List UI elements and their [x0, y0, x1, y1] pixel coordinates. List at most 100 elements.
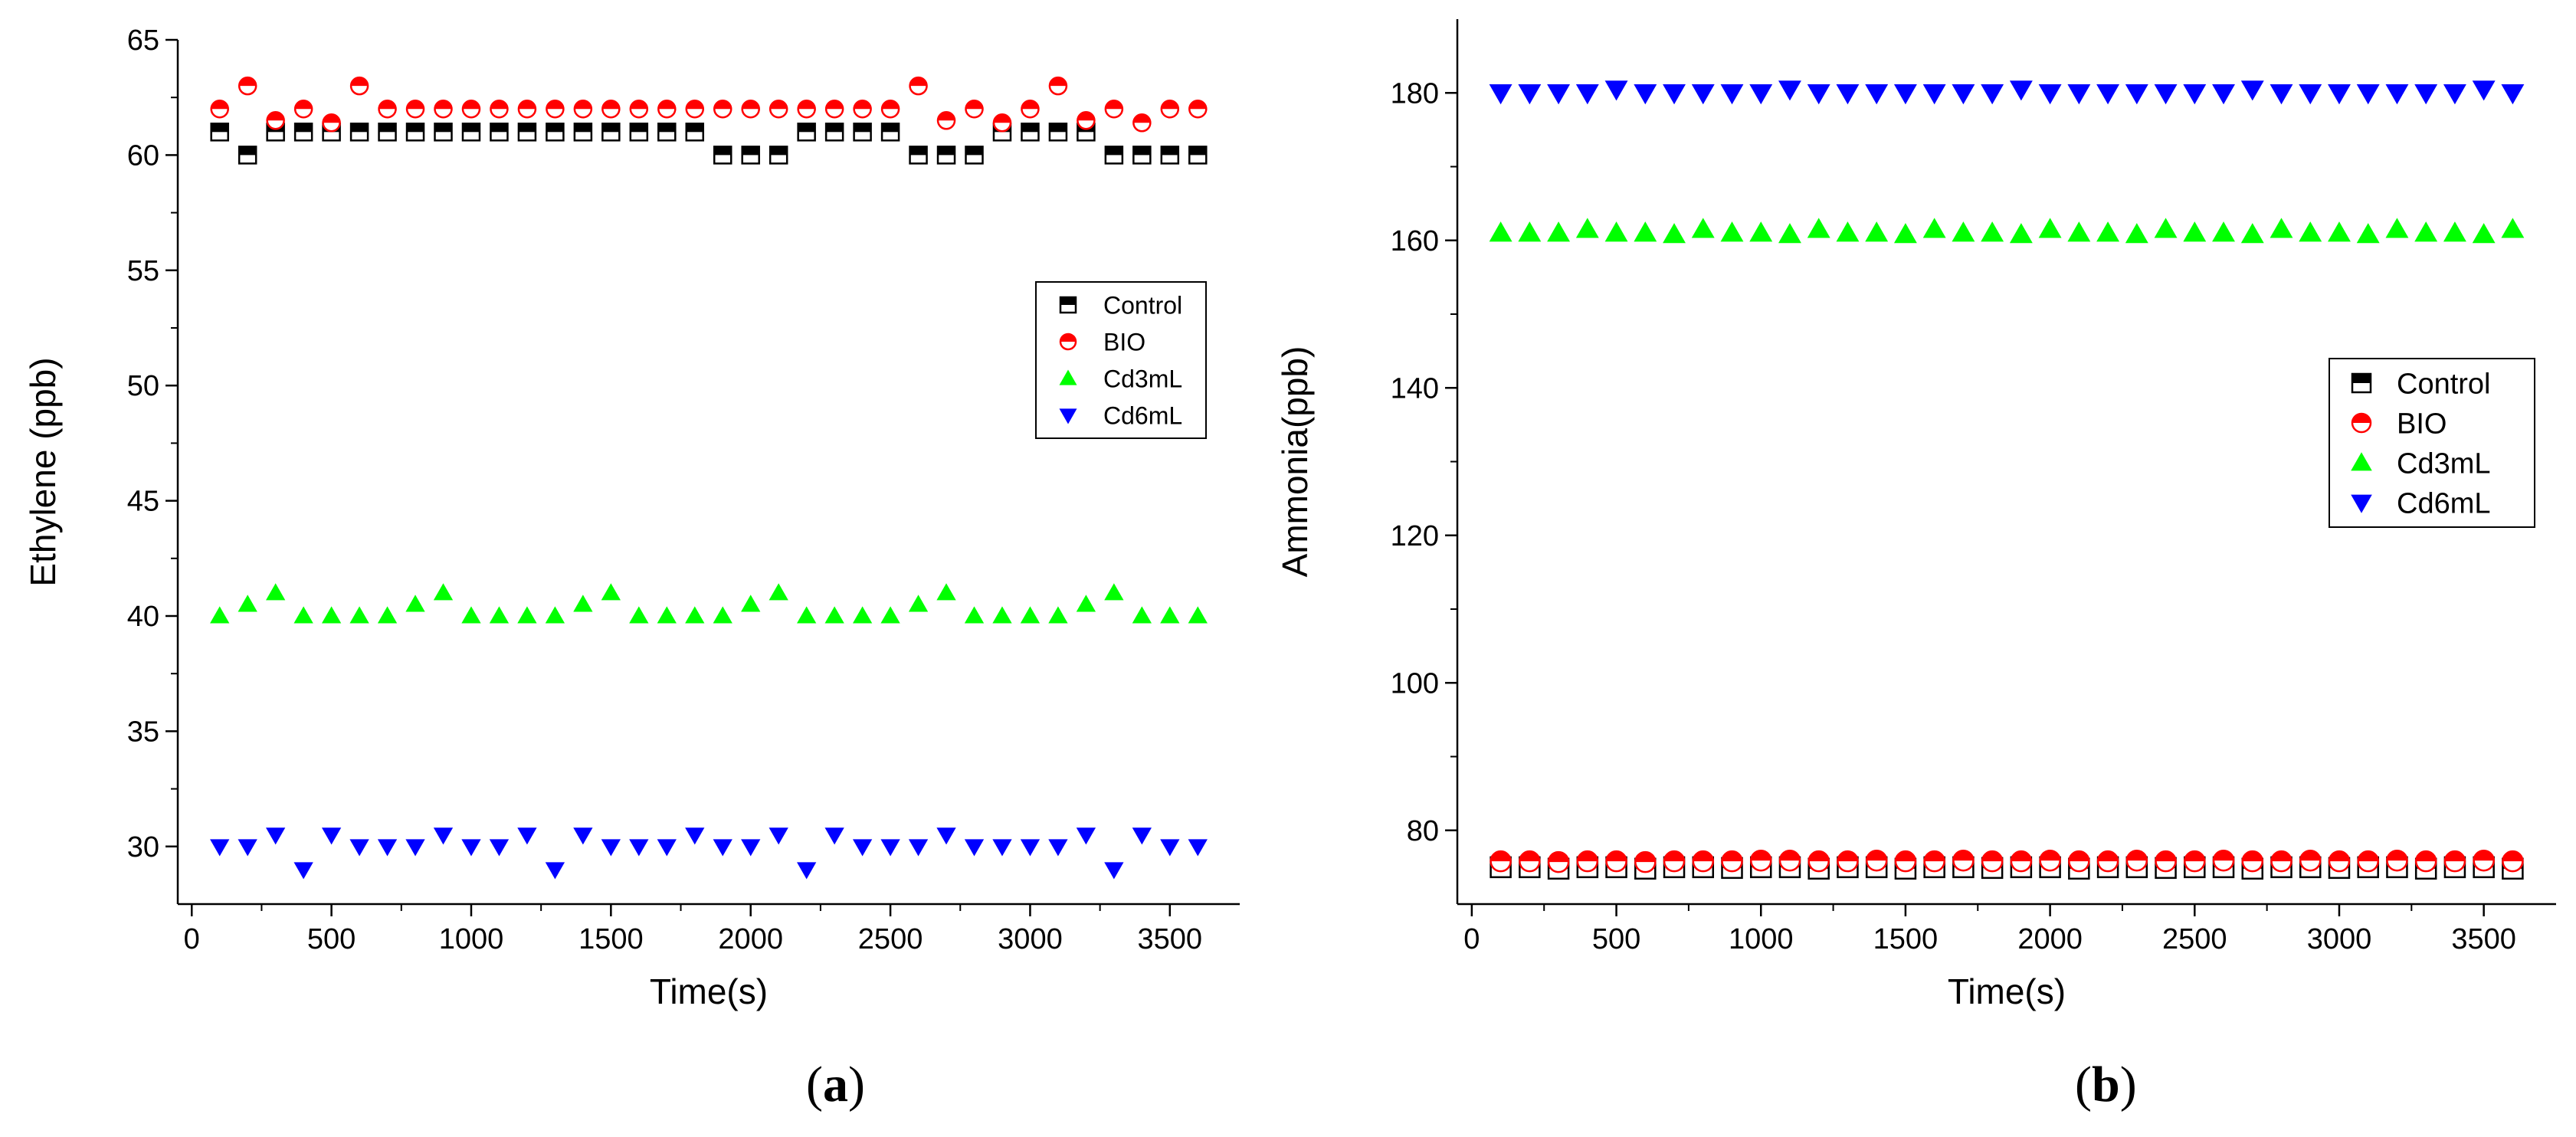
- chart-a-point-cd6ml-21-shape: [797, 862, 817, 880]
- chart-a-point-bio-10-fill: [490, 100, 508, 110]
- chart-a-point-bio-4-fill: [323, 114, 340, 123]
- chart-b-y-tick-label-180: 180: [1391, 77, 1439, 110]
- chart-a-y-tick-label-40: 40: [127, 601, 159, 633]
- chart-a-point-cd6ml-5: [349, 839, 369, 857]
- chart-b-point-bio-26: [2241, 850, 2264, 873]
- chart-a-point-control-16-fill: [658, 123, 676, 133]
- chart-a-point-cd6ml-20-shape: [769, 827, 788, 845]
- chart-b-point-bio-19: [2039, 849, 2061, 872]
- chart-a-point-cd6ml-23: [852, 839, 873, 857]
- chart-b-point-bio-15-fill: [1924, 851, 1945, 862]
- chart-a-point-cd6ml-30: [1048, 839, 1068, 857]
- chart-a-point-control-17-fill: [686, 123, 703, 133]
- chart-a-point-bio-15: [629, 99, 649, 119]
- chart-a-point-control-15-fill: [630, 123, 647, 133]
- chart-b-point-cd6ml-21-shape: [2096, 84, 2120, 105]
- chart-a-point-cd6ml-25-shape: [908, 839, 929, 857]
- chart-a-point-cd3ml-20-shape: [769, 583, 788, 601]
- chart-b-point-bio-6-fill: [1664, 851, 1685, 862]
- panel-label-a: (a): [806, 1056, 865, 1114]
- chart-b-point-bio-14: [1894, 850, 1917, 873]
- chart-a-point-bio-1: [238, 76, 257, 96]
- chart-a-series-control: [210, 123, 1208, 165]
- chart-b-point-cd3ml-17: [1981, 221, 2004, 242]
- chart-b-point-cd6ml-18: [2009, 80, 2033, 101]
- chart-a-point-cd3ml-17: [685, 606, 705, 624]
- chart-a-point-cd3ml-24-shape: [880, 606, 900, 624]
- chart-a-point-bio-30: [1048, 76, 1068, 96]
- chart-a-point-cd6ml-25: [908, 839, 929, 857]
- chart-a-point-cd3ml-12: [545, 606, 565, 624]
- chart-a-point-bio-26-fill: [938, 112, 955, 121]
- chart-b-x-tick-label-500: 500: [1592, 923, 1640, 955]
- chart-b-point-cd3ml-4: [1604, 221, 1628, 242]
- chart-a-point-cd6ml-33-shape: [1132, 827, 1152, 845]
- chart-a-point-cd3ml-27-shape: [964, 606, 985, 624]
- chart-a-point-cd3ml-6-shape: [377, 606, 398, 624]
- chart-a-point-cd6ml-18-shape: [713, 839, 732, 857]
- chart-b-legend-marker-bio: [2351, 412, 2372, 434]
- chart-b-point-bio-33: [2443, 850, 2466, 873]
- chart-b-point-bio-0: [1490, 850, 1512, 873]
- chart-a-series-cd3ml: [210, 583, 1208, 624]
- chart-a-point-bio-7: [405, 99, 425, 119]
- chart-a-point-bio-35-fill: [1189, 100, 1207, 110]
- chart-a-point-cd6ml-24-shape: [880, 839, 900, 857]
- chart-b-point-cd3ml-0: [1489, 221, 1512, 242]
- chart-a-legend-marker-bio-fill: [1060, 334, 1076, 342]
- chart-b-x-tick-label-2500: 2500: [2162, 923, 2227, 955]
- chart-b-point-cd3ml-32-shape: [2414, 221, 2438, 242]
- chart-a-point-cd3ml-33-shape: [1132, 606, 1152, 624]
- chart-a-point-bio-8: [434, 99, 453, 119]
- chart-a-point-control-22: [824, 123, 844, 142]
- chart-b-point-bio-16: [1952, 849, 1975, 872]
- chart-b-point-cd3ml-29-shape: [2328, 221, 2351, 242]
- chart-a-point-cd6ml-29: [1020, 839, 1041, 857]
- chart-a-point-cd3ml-7: [405, 595, 425, 612]
- chart-a-point-cd6ml-31-shape: [1076, 827, 1096, 845]
- chart-a-point-control-7-fill: [407, 123, 424, 133]
- chart-b-legend-label-bio: BIO: [2397, 408, 2447, 441]
- chart-a-point-control-19-fill: [742, 146, 759, 156]
- chart-b-point-cd6ml-28-shape: [2299, 84, 2322, 105]
- panel-label-b-close: ): [2119, 1057, 2137, 1112]
- chart-a-point-bio-34-fill: [1161, 100, 1178, 110]
- chart-a-point-control-8-fill: [434, 123, 452, 133]
- chart-b-point-cd3ml-23: [2154, 218, 2178, 238]
- chart-a-y-tick-label-50: 50: [127, 370, 159, 402]
- chart-a-point-cd3ml-14-shape: [601, 583, 621, 601]
- chart-a-point-cd6ml-1-shape: [238, 839, 257, 857]
- chart-a-point-cd3ml-12-shape: [545, 606, 565, 624]
- chart-ethylene: 0 500 1000 1500 2000 2500 3000 3500 30 35 40 45 50 55…: [23, 25, 1240, 1011]
- chart-b-point-cd6ml-17: [1981, 84, 2004, 105]
- chart-b-point-bio-23: [2155, 850, 2177, 873]
- chart-a-x-tick-label-1500: 1500: [578, 923, 644, 955]
- chart-a-point-bio-7-fill: [407, 100, 424, 110]
- chart-a-point-control-20-fill: [770, 146, 788, 156]
- chart-a-point-control-13-fill: [574, 123, 592, 133]
- chart-b-point-cd3ml-20: [2067, 221, 2091, 242]
- chart-a-point-control-20: [769, 146, 788, 165]
- chart-a-point-bio-6: [378, 99, 397, 119]
- chart-a-point-bio-21: [797, 99, 816, 119]
- chart-a-point-cd3ml-8-shape: [433, 583, 454, 601]
- chart-a-point-cd6ml-28: [992, 839, 1012, 857]
- chart-b-point-cd3ml-10: [1778, 223, 1801, 244]
- chart-a-point-bio-29-fill: [1021, 100, 1039, 110]
- chart-a-point-control-35-fill: [1189, 146, 1207, 156]
- chart-a-point-cd3ml-35: [1188, 606, 1208, 624]
- chart-a-point-control-12-fill: [546, 123, 564, 133]
- chart-b-point-cd6ml-13: [1865, 84, 1889, 105]
- chart-b-point-bio-14-fill: [1895, 851, 1916, 862]
- chart-a-point-cd3ml-15: [629, 606, 649, 624]
- chart-b-point-bio-15: [1923, 850, 1945, 873]
- chart-b-point-cd3ml-26-shape: [2240, 223, 2264, 244]
- chart-b-point-cd3ml-27-shape: [2270, 218, 2293, 238]
- chart-a-point-cd6ml-32: [1104, 862, 1124, 880]
- chart-a-point-cd3ml-11-shape: [517, 606, 537, 624]
- chart-a-point-bio-10: [490, 99, 509, 119]
- chart-a-point-control-22-fill: [826, 123, 844, 133]
- chart-b-point-bio-3-fill: [1577, 851, 1598, 862]
- chart-b-point-cd3ml-18: [2009, 223, 2033, 244]
- chart-a-x-tick-label-3000: 3000: [998, 923, 1063, 955]
